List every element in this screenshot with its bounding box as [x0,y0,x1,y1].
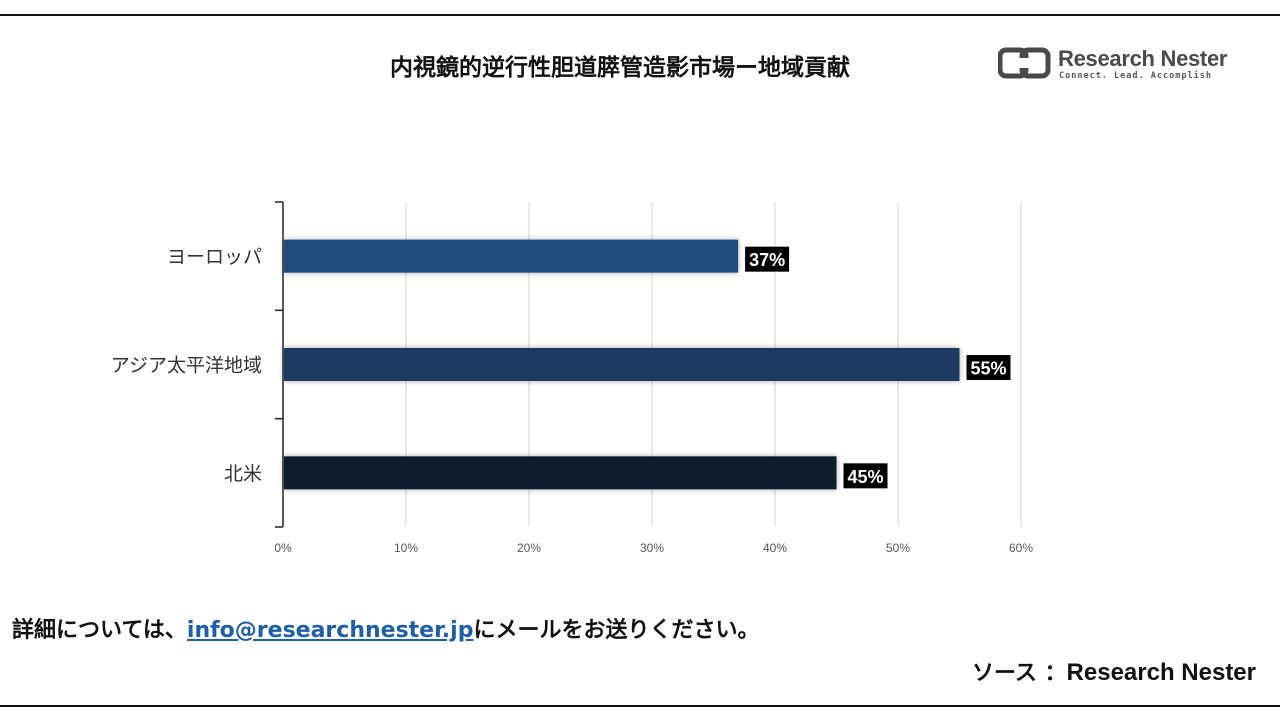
email-link[interactable]: info@researchnester.jp [186,618,474,643]
x-tick-label: 0% [274,541,292,555]
category-label: アジア太平洋地域 [111,355,262,377]
source-credit: ソース ：Research Nester [972,655,1256,687]
x-tick-label: 10% [394,541,418,555]
x-tick-label: 40% [763,541,787,555]
bottom-rule [0,705,1280,707]
logo-name: Research Nester [1058,46,1228,71]
chart-title: 内視鏡的逆行性胆道膵管造影市場ー地域貢献 [390,55,850,81]
x-tick-label: 20% [517,541,541,555]
category-label: 北米 [224,463,262,485]
bar-chart: 0% 10% 20% 30% 40% 50% 60% ヨーロッパ 37% アジア太平洋地域 55% 北… [111,201,1033,555]
category-label: ヨーロッパ [167,246,262,268]
top-rule [0,14,1280,16]
data-label: 37% [749,250,785,270]
data-label: 55% [970,359,1006,379]
bar [284,239,739,273]
research-nester-logo: Research Nester Connect. Lead. Accomplis… [998,44,1228,84]
bar [284,348,960,381]
logo-mark-icon [998,47,1051,79]
footer-note: 詳細については、info@researchnester.jpにメールをお送りくだ… [12,612,759,644]
x-tick-label: 30% [640,541,664,555]
source-label: ソース ： [971,661,1067,686]
footer-prefix: 詳細については、 [12,618,187,643]
x-tick-label: 50% [886,541,910,555]
data-label-box [966,355,1011,380]
data-label: 45% [847,467,883,487]
footer-suffix: にメールをお送りください。 [473,618,760,643]
data-label-box [843,463,888,489]
logo-tagline: Connect. Lead. Accomplish [1059,71,1212,81]
data-label-box [745,246,790,272]
x-tick-label: 60% [1009,541,1033,555]
source-name: Research Nester [1066,659,1256,686]
bar [284,456,837,490]
